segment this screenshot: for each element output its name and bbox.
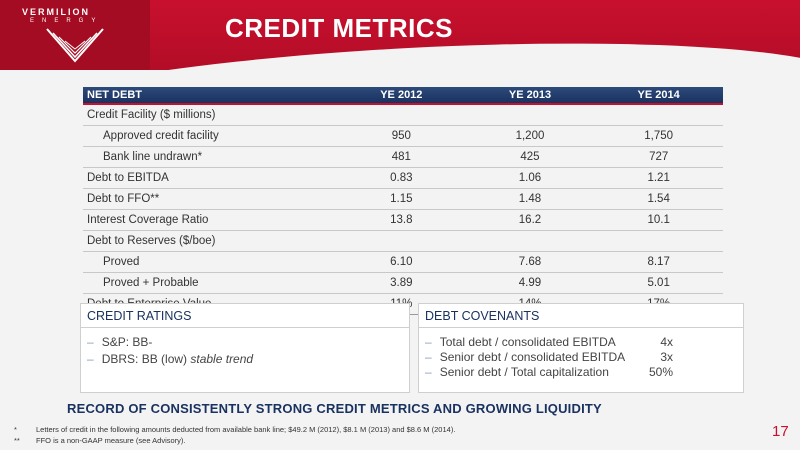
cell: 13.8	[337, 209, 466, 231]
cell	[337, 104, 466, 126]
debt-covenants-box: DEBT COVENANTS – Total debt / consolidate…	[418, 303, 744, 393]
row-label: Approved credit facility	[83, 125, 337, 147]
row-label: Credit Facility ($ millions)	[83, 104, 337, 126]
table-row: Approved credit facility 950 1,200 1,750	[83, 125, 723, 147]
column-header: YE 2012	[337, 87, 466, 105]
covenant-value: 4x	[660, 335, 673, 349]
cell: 10.1	[594, 209, 723, 231]
rating-text: S&P: BB-	[101, 335, 153, 349]
footnote-text: Letters of credit in the following amoun…	[36, 425, 456, 434]
cell: 1,750	[594, 125, 723, 147]
cell: 16.2	[465, 209, 595, 231]
table-row: Bank line undrawn* 481 425 727	[83, 146, 723, 168]
column-header: YE 2013	[465, 87, 595, 105]
rating-text: DBRS: BB (low)	[101, 352, 191, 366]
covenant-text: Total debt / consolidated EBITDA	[439, 335, 616, 349]
summary-banner: RECORD OF CONSISTENTLY STRONG CREDIT MET…	[67, 401, 602, 416]
column-header: YE 2014	[594, 87, 723, 105]
logo-sub: ENERGY	[30, 18, 104, 24]
row-label: Debt to Reserves ($/boe)	[83, 230, 337, 252]
cell: 1.48	[465, 188, 595, 210]
page-title: CREDIT METRICS	[225, 13, 453, 43]
cell: 1.54	[594, 188, 723, 210]
covenant-value: 50%	[648, 365, 673, 379]
footnote-text: FFO is a non-GAAP measure (see Advisory)…	[36, 436, 186, 445]
list-item: – DBRS: BB (low) stable trend	[87, 352, 253, 366]
cell: 1.06	[465, 167, 595, 189]
rating-trend: stable trend	[190, 352, 254, 366]
row-label: Debt to EBITDA	[83, 167, 337, 189]
cell	[594, 104, 723, 126]
credit-ratings-title: CREDIT RATINGS	[87, 309, 192, 323]
list-item: – Senior debt / consolidated EBITDA	[425, 350, 625, 364]
table-row: Interest Coverage Ratio 13.8 16.2 10.1	[83, 209, 723, 231]
cell: 8.17	[594, 251, 723, 273]
table-row: Debt to EBITDA 0.83 1.06 1.21	[83, 167, 723, 189]
row-label: Interest Coverage Ratio	[83, 209, 337, 231]
covenant-text: Senior debt / Total capitalization	[439, 365, 609, 379]
debt-covenants-title: DEBT COVENANTS	[425, 309, 540, 323]
divider	[81, 327, 409, 328]
footnote-mark: *	[14, 425, 17, 434]
footnote: ** FFO is a non-GAAP measure (see Advisor…	[14, 436, 186, 445]
cell	[465, 230, 595, 252]
row-label: Debt to FFO**	[83, 188, 337, 210]
list-item: – S&P: BB-	[87, 335, 152, 349]
column-header: NET DEBT	[83, 87, 337, 105]
row-label: Proved + Probable	[83, 272, 337, 294]
table-header-row: NET DEBT YE 2012 YE 2013 YE 2014	[83, 87, 723, 105]
row-label: Bank line undrawn*	[83, 146, 337, 168]
credit-metrics-table: NET DEBT YE 2012 YE 2013 YE 2014 Credit …	[83, 87, 723, 315]
cell: 425	[465, 146, 595, 168]
covenant-text: Senior debt / consolidated EBITDA	[439, 350, 626, 364]
row-label: Proved	[83, 251, 337, 273]
cell: 1.21	[594, 167, 723, 189]
dash-bullet-icon: –	[87, 352, 94, 366]
cell	[465, 104, 595, 126]
page-number: 17	[772, 423, 789, 440]
table-row: Debt to Reserves ($/boe)	[83, 230, 723, 252]
table-row: Debt to FFO** 1.15 1.48 1.54	[83, 188, 723, 210]
cell: 5.01	[594, 272, 723, 294]
covenant-value: 3x	[660, 350, 673, 364]
table-row: Proved 6.10 7.68 8.17	[83, 251, 723, 273]
table-row: Proved + Probable 3.89 4.99 5.01	[83, 272, 723, 294]
cell: 1.15	[337, 188, 466, 210]
dash-bullet-icon: –	[87, 335, 94, 349]
cell: 481	[337, 146, 466, 168]
cell: 4.99	[465, 272, 595, 294]
cell: 1,200	[465, 125, 595, 147]
cell: 727	[594, 146, 723, 168]
cell: 6.10	[337, 251, 466, 273]
cell: 7.68	[465, 251, 595, 273]
credit-ratings-box: CREDIT RATINGS – S&P: BB- – DBRS: BB (low)…	[80, 303, 410, 393]
vermilion-logo-icon	[46, 28, 104, 63]
logo: VERMILION ENERGY	[0, 0, 150, 70]
list-item: – Total debt / consolidated EBITDA	[425, 335, 616, 349]
divider	[419, 327, 743, 328]
cell	[337, 230, 466, 252]
cell: 0.83	[337, 167, 466, 189]
cell	[594, 230, 723, 252]
dash-bullet-icon: –	[425, 365, 432, 379]
dash-bullet-icon: –	[425, 350, 432, 364]
list-item: – Senior debt / Total capitalization	[425, 365, 609, 379]
cell: 950	[337, 125, 466, 147]
footnote-mark: **	[14, 436, 20, 445]
table-row: Credit Facility ($ millions)	[83, 104, 723, 126]
footnote: * Letters of credit in the following amou…	[14, 425, 455, 434]
logo-name: VERMILION	[22, 7, 91, 17]
dash-bullet-icon: –	[425, 335, 432, 349]
cell: 3.89	[337, 272, 466, 294]
